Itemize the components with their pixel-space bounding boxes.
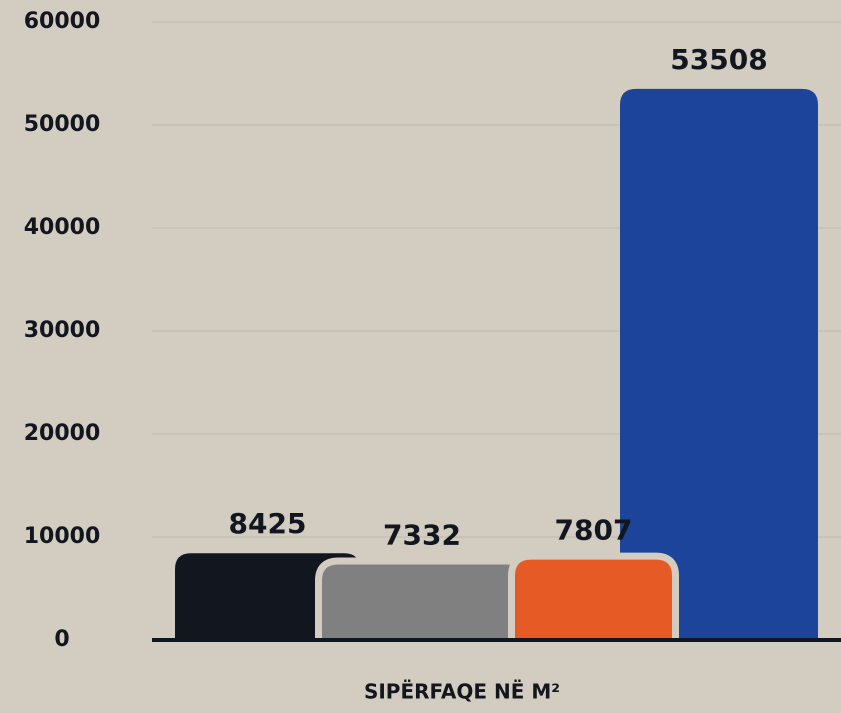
bar [175,553,360,640]
y-tick-label: 20000 [24,421,101,446]
x-axis-title: SIPËRFAQE NË M² [364,680,560,704]
bar [620,88,818,640]
y-tick-label: 50000 [24,112,101,137]
bar [315,557,529,647]
value-label: 7332 [383,518,461,551]
value-label: 53508 [670,43,767,76]
y-tick-label: 30000 [24,318,101,343]
y-tick-label: 10000 [24,524,101,549]
y-tick-label: 0 [54,627,69,652]
y-tick-label: 60000 [24,9,101,34]
value-label: 7807 [555,514,633,547]
bar [508,552,679,647]
value-label: 8425 [229,507,307,540]
y-tick-label: 40000 [24,215,101,240]
